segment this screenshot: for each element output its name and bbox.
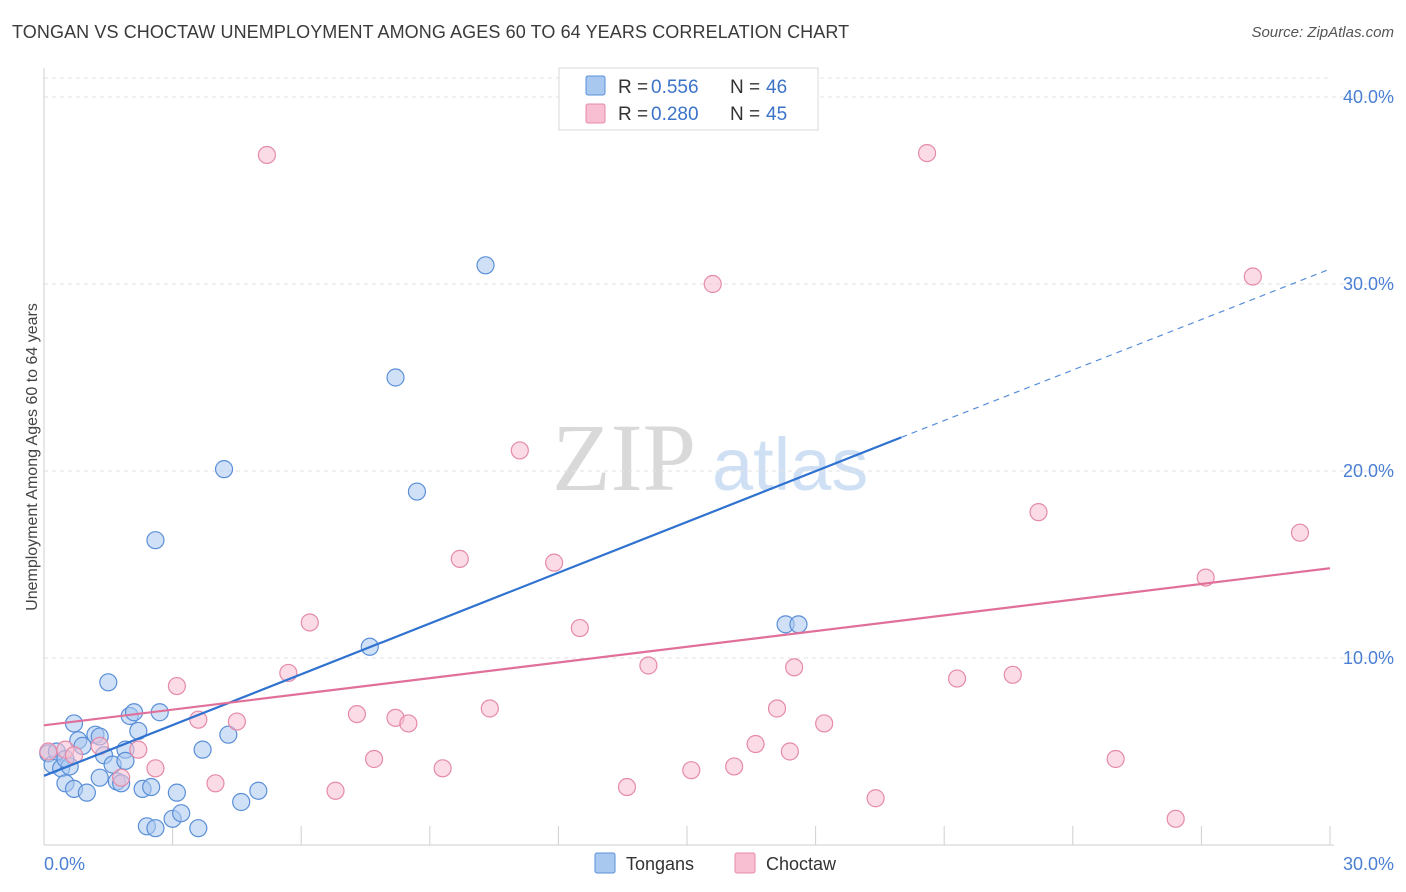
source-label: Source: ZipAtlas.com bbox=[1251, 24, 1394, 41]
tongans-point-10 bbox=[77, 783, 96, 802]
x-tick-label-0: 0.0% bbox=[44, 854, 85, 874]
choctaw-point-19 bbox=[433, 759, 452, 778]
choctaw-point-35 bbox=[866, 789, 885, 808]
tongans-point-30 bbox=[172, 804, 191, 823]
choctaw-point-27 bbox=[682, 761, 701, 780]
tongans-point-12 bbox=[90, 768, 109, 787]
legend-r-value-tongans: 0.556 bbox=[651, 77, 699, 98]
tongans-point-19 bbox=[116, 751, 135, 770]
choctaw-point-18 bbox=[399, 714, 418, 733]
choctaw-point-9 bbox=[206, 774, 225, 793]
choctaw-point-23 bbox=[545, 553, 564, 572]
choctaw-point-44 bbox=[1290, 523, 1310, 542]
tongans-trend-line bbox=[43, 436, 902, 777]
choctaw-point-16 bbox=[364, 749, 384, 769]
choctaw-trend-line bbox=[43, 567, 1331, 727]
choctaw-point-13 bbox=[300, 613, 319, 632]
choctaw-point-6 bbox=[146, 759, 165, 778]
choctaw-point-26 bbox=[639, 656, 658, 675]
y-tick-label-2: 30.0% bbox=[1343, 274, 1394, 294]
tongans-point-33 bbox=[214, 460, 234, 479]
tongans-point-38 bbox=[386, 368, 405, 387]
tongans-point-35 bbox=[232, 792, 251, 812]
tongans-point-36 bbox=[249, 781, 268, 800]
chart-title: TONGAN VS CHOCTAW UNEMPLOYMENT AMONG AGE… bbox=[12, 22, 850, 42]
bottom-legend-tongans: Tongans bbox=[626, 854, 694, 874]
choctaw-point-41 bbox=[1166, 809, 1185, 828]
legend-swatch-tongans bbox=[585, 75, 606, 96]
stats-legend: R = 0.556 N = 46 R = 0.280 N = 45 bbox=[558, 67, 819, 131]
choctaw-point-32 bbox=[780, 742, 799, 761]
tongans-point-21 bbox=[124, 703, 144, 722]
y-axis-label: Unemployment Among Ages 60 to 64 years bbox=[24, 303, 41, 611]
tongans-point-29 bbox=[167, 783, 186, 802]
legend-r-label-choctaw: R = bbox=[618, 104, 648, 125]
choctaw-point-31 bbox=[767, 699, 787, 718]
choctaw-point-4 bbox=[112, 768, 131, 787]
bottom-legend-choctaw: Choctaw bbox=[766, 854, 837, 874]
choctaw-point-34 bbox=[815, 714, 834, 733]
tongans-point-40 bbox=[476, 256, 495, 275]
tongans-point-31 bbox=[189, 819, 208, 838]
choctaw-point-14 bbox=[326, 781, 345, 800]
tongans-point-32 bbox=[193, 740, 212, 759]
legend-n-label-choctaw: N = bbox=[730, 104, 760, 125]
grid-lines bbox=[44, 77, 1394, 659]
choctaw-point-37 bbox=[947, 669, 967, 688]
y-tick-label-1: 20.0% bbox=[1343, 461, 1394, 481]
choctaw-point-22 bbox=[510, 441, 529, 460]
choctaw-point-7 bbox=[167, 676, 186, 696]
choctaw-point-24 bbox=[570, 618, 589, 638]
watermark-atlas: atlas bbox=[712, 423, 868, 506]
tongans-point-14 bbox=[99, 673, 118, 692]
choctaw-point-20 bbox=[450, 549, 469, 568]
choctaw-point-0 bbox=[39, 742, 58, 761]
choctaw-point-5 bbox=[129, 740, 148, 759]
watermark-zip: ZIP bbox=[552, 404, 696, 511]
legend-swatch-choctaw bbox=[585, 103, 606, 124]
series-legend: Tongans Choctaw bbox=[594, 852, 837, 874]
y-tick-label-0: 10.0% bbox=[1343, 648, 1394, 668]
choctaw-point-33 bbox=[785, 658, 804, 677]
choctaw-point-15 bbox=[347, 704, 367, 724]
choctaw-point-30 bbox=[746, 734, 765, 754]
tongans-point-34 bbox=[219, 725, 238, 744]
axes bbox=[43, 68, 1334, 846]
choctaw-point-38 bbox=[1003, 665, 1022, 684]
choctaw-point-39 bbox=[1029, 503, 1048, 522]
choctaw-point-40 bbox=[1106, 749, 1125, 769]
tongans-trend-extension bbox=[901, 268, 1331, 438]
legend-n-label-tongans: N = bbox=[730, 77, 760, 98]
choctaw-point-25 bbox=[617, 777, 637, 797]
y-tick-labels: 10.0% 20.0% 30.0% 40.0% bbox=[1343, 87, 1394, 668]
y-tick-label-3: 40.0% bbox=[1343, 87, 1394, 107]
tongans-points bbox=[39, 256, 808, 838]
legend-r-value-choctaw: 0.280 bbox=[651, 104, 699, 125]
choctaw-point-36 bbox=[917, 144, 937, 163]
legend-r-label-tongans: R = bbox=[618, 77, 648, 98]
choctaw-point-29 bbox=[725, 757, 744, 776]
tongans-point-39 bbox=[407, 482, 427, 501]
x-ticks bbox=[43, 826, 1331, 845]
choctaw-point-10 bbox=[227, 712, 246, 731]
x-tick-label-1: 30.0% bbox=[1343, 854, 1394, 874]
choctaw-point-43 bbox=[1243, 267, 1262, 286]
legend-n-value-tongans: 46 bbox=[766, 77, 787, 98]
tongans-point-42 bbox=[789, 615, 808, 634]
tongans-point-25 bbox=[146, 819, 165, 838]
choctaw-point-28 bbox=[703, 274, 722, 294]
trend-lines bbox=[43, 268, 1331, 777]
tongans-point-24 bbox=[142, 777, 161, 797]
bottom-legend-swatch-choctaw bbox=[734, 852, 756, 874]
legend-n-value-choctaw: 45 bbox=[766, 104, 787, 125]
bottom-legend-swatch-tongans bbox=[594, 852, 616, 874]
choctaw-point-21 bbox=[480, 699, 499, 718]
tongans-point-26 bbox=[146, 531, 165, 550]
choctaw-point-11 bbox=[257, 145, 277, 165]
